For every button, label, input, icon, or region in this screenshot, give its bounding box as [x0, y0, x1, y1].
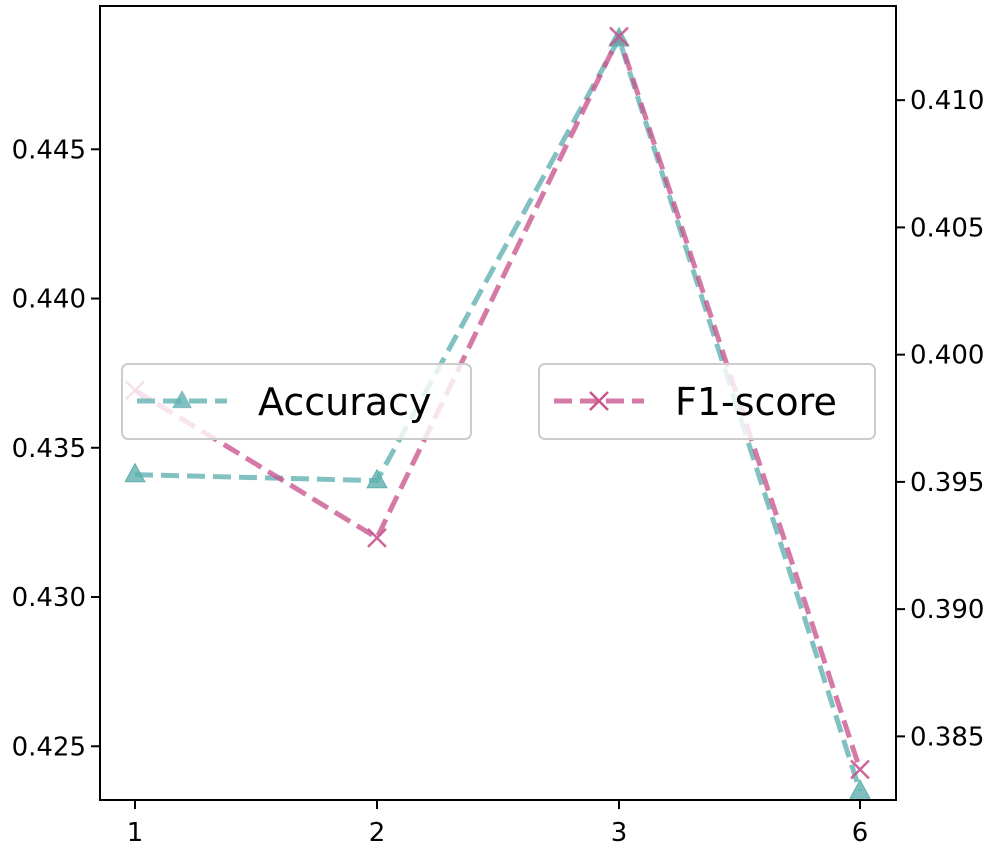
legend-accuracy-box	[121, 363, 472, 440]
data-point-accuracy	[124, 462, 146, 483]
legend-f1-score: F1-score	[538, 363, 876, 440]
legend-f1-score-marker	[589, 391, 609, 411]
x-axis: 1 2 3 6	[127, 800, 869, 848]
data-point-accuracy	[849, 779, 871, 799]
left-y-tick-label: 0.440	[12, 285, 86, 315]
data-point-accuracy	[366, 468, 388, 489]
legend-f1-score-box	[538, 363, 876, 440]
data-point-f1-score	[850, 759, 870, 780]
legend-accuracy-label: Accuracy	[258, 380, 432, 424]
left-y-tick-label: 0.435	[12, 434, 86, 464]
data-point-f1-score	[609, 26, 629, 47]
right-y-tick-label: 0.385	[910, 722, 984, 752]
left-y-tick-label: 0.430	[12, 583, 86, 613]
left-y-tick-label: 0.425	[12, 732, 86, 762]
legend-accuracy-marker	[172, 390, 192, 409]
right-y-tick-label: 0.405	[910, 213, 984, 243]
series-line-accuracy	[134, 32, 863, 792]
right-y-tick-label: 0.400	[910, 341, 984, 371]
left-y-axis: 0.425 0.430 0.435 0.440 0.445	[12, 135, 100, 762]
right-y-tick-label: 0.410	[910, 86, 984, 116]
x-tick-label: 2	[369, 818, 386, 847]
right-y-tick-label: 0.390	[910, 595, 984, 625]
plot-frame	[99, 5, 897, 801]
legend-f1-score-label: F1-score	[675, 380, 837, 424]
x-tick-label: 3	[611, 818, 628, 847]
x-tick-label: 6	[852, 818, 869, 847]
left-y-tick-label: 0.445	[12, 135, 86, 165]
x-tick-label: 1	[127, 818, 144, 847]
data-point-f1-score	[367, 527, 387, 548]
right-y-tick-label: 0.395	[910, 468, 984, 498]
legend-accuracy: Accuracy	[121, 363, 472, 440]
right-y-axis: 0.385 0.390 0.395 0.400 0.405 0.410	[896, 86, 984, 752]
